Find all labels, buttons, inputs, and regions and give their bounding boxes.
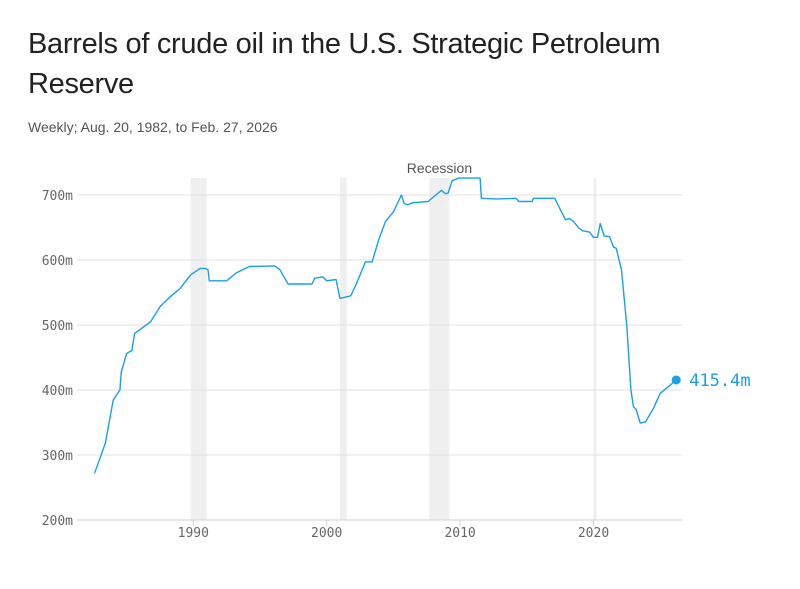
x-tick-label: 1990 <box>178 526 209 541</box>
recession-band <box>190 178 207 520</box>
series-line <box>93 177 677 474</box>
y-tick-label: 700m <box>42 189 73 204</box>
recession-label: Recession <box>407 160 472 176</box>
end-point-marker <box>671 375 681 385</box>
recession-band <box>593 178 597 520</box>
x-tick-label: 2020 <box>578 526 609 541</box>
recession-band <box>340 178 347 520</box>
y-tick-label: 300m <box>42 449 73 464</box>
chart-subtitle: Weekly; Aug. 20, 1982, to Feb. 27, 2026 <box>28 119 278 135</box>
recession-band <box>429 178 450 520</box>
x-tick-label: 2000 <box>311 526 342 541</box>
x-tick-label: 2010 <box>444 526 475 541</box>
y-tick-label: 400m <box>42 384 73 399</box>
y-tick-label: 200m <box>42 514 73 529</box>
chart-title: Barrels of crude oil in the U.S. Strateg… <box>28 28 661 100</box>
end-value-label: 415.4m <box>689 371 750 391</box>
y-tick-label: 600m <box>42 254 73 269</box>
y-tick-label: 500m <box>42 319 73 334</box>
